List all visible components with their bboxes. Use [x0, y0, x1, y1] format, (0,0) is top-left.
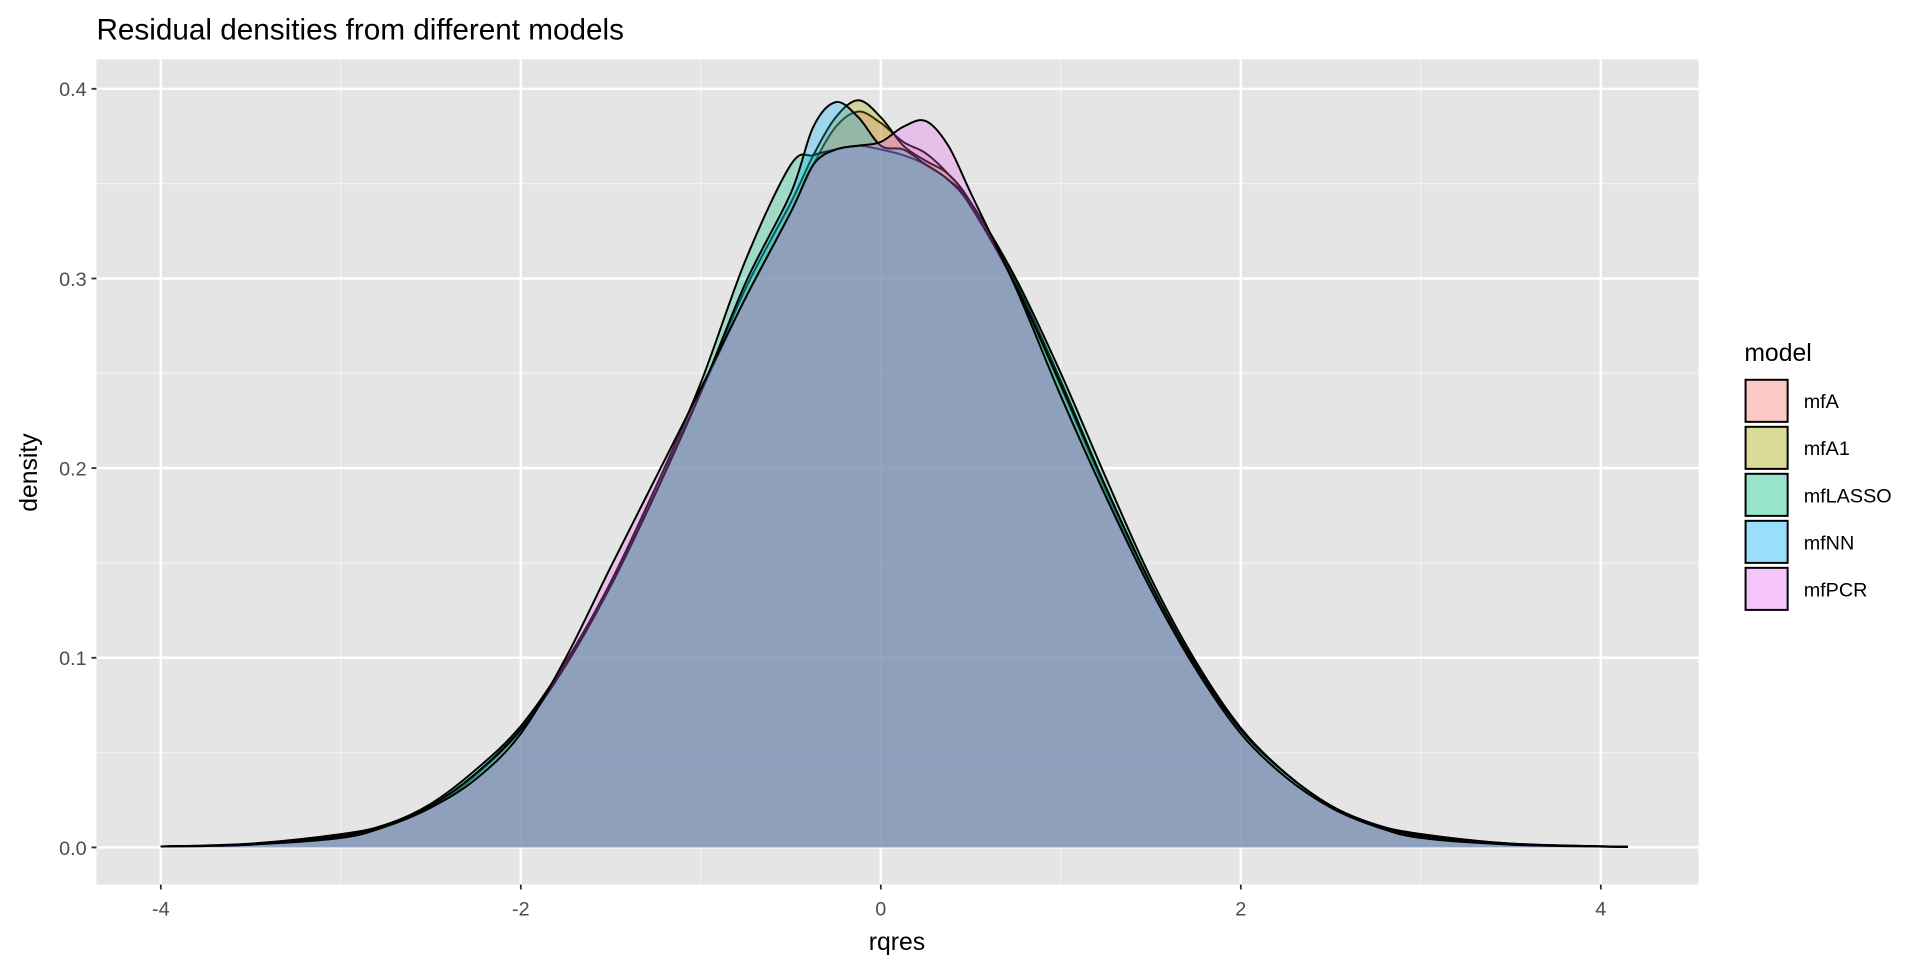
- grid-lines: [96, 59, 1699, 885]
- density-area-mfPCR: [160, 120, 1628, 848]
- legend-label: mfNN: [1804, 532, 1855, 554]
- x-tick-label: 4: [1595, 898, 1606, 920]
- density-area-mfA1: [160, 100, 1628, 848]
- chart-title: Residual densities from different models: [96, 14, 624, 47]
- y-tick-label: 0.2: [59, 459, 87, 481]
- legend-swatch-mfPCR: [1744, 566, 1789, 611]
- density-area-mfNN: [160, 101, 1628, 848]
- x-tick-label: 0: [875, 898, 886, 920]
- density-area-mfA: [160, 111, 1628, 848]
- x-tick-label: -2: [512, 898, 530, 920]
- legend-label: mfA: [1804, 391, 1840, 413]
- legend-key-bg: [1745, 520, 1788, 563]
- legend-key-bg: [1745, 379, 1788, 422]
- y-tick-label: 0.4: [59, 79, 87, 101]
- legend-key-bg: [1745, 473, 1788, 516]
- density-areas: [160, 99, 1628, 848]
- y-tick-label: 0.1: [59, 648, 87, 670]
- x-tick-label: -4: [152, 898, 170, 920]
- legend-key-bg: [1745, 567, 1788, 610]
- legend-key-bg: [1745, 426, 1788, 469]
- x-axis: -4 -2 0 2 4: [152, 884, 1606, 920]
- legend-label: mfPCR: [1804, 579, 1868, 601]
- density-line-mfNN: [160, 101, 1628, 848]
- legend-label: mfLASSO: [1804, 485, 1892, 507]
- legend: model mfA mfA1 mfLASSO mfNN mfPCR: [1744, 340, 1892, 611]
- density-area-mfLASSO: [160, 145, 1628, 848]
- y-tick-label: 0.0: [59, 838, 87, 860]
- x-axis-label: rqres: [869, 929, 925, 956]
- x-tick-label: 2: [1235, 898, 1246, 920]
- legend-swatch-mfLASSO: [1744, 472, 1789, 517]
- y-axis-label: density: [16, 433, 43, 512]
- legend-swatch-mfA: [1744, 378, 1789, 423]
- plot-panel: [96, 59, 1699, 885]
- legend-swatch-mfNN: [1744, 519, 1789, 564]
- legend-label: mfA1: [1804, 438, 1850, 460]
- legend-swatch-mfA1: [1744, 425, 1789, 470]
- y-axis: 0.0 0.1 0.2 0.3 0.4: [59, 79, 97, 860]
- density-line-mfPCR: [160, 119, 1628, 848]
- y-tick-label: 0.3: [59, 269, 87, 291]
- legend-title: model: [1744, 340, 1811, 367]
